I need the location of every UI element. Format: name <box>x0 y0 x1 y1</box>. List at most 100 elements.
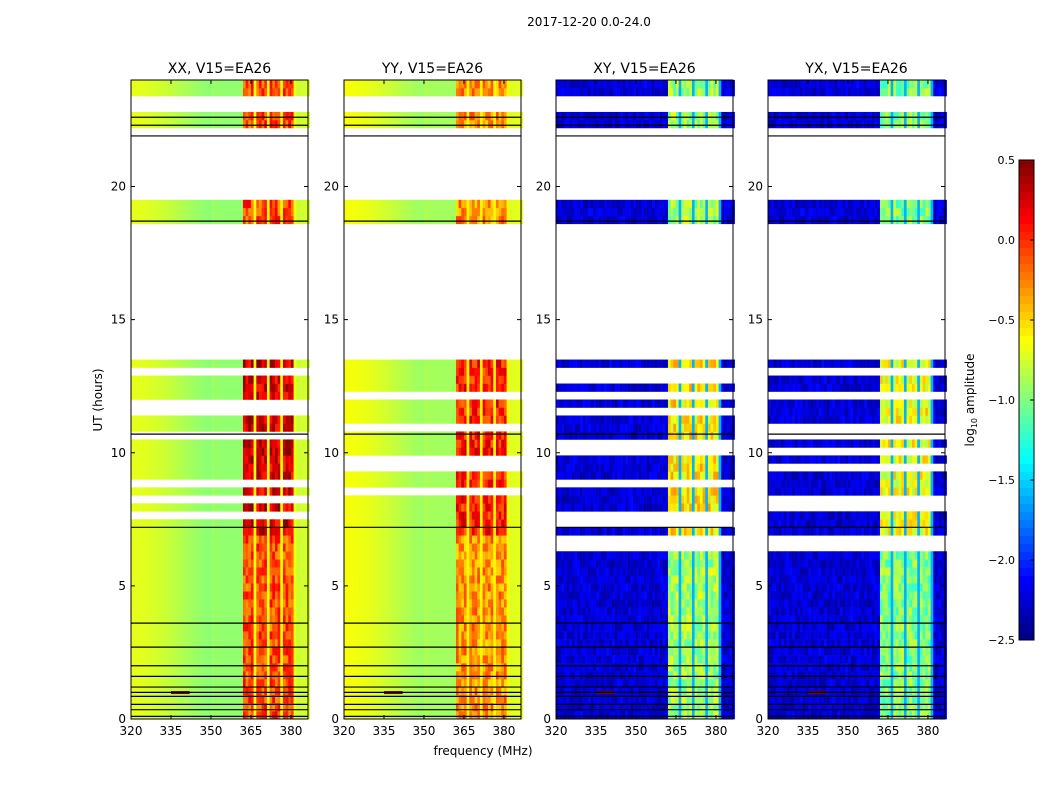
heatmap-cell <box>270 559 273 567</box>
heatmap-cell <box>485 495 488 503</box>
heatmap-cell <box>275 583 278 591</box>
heatmap-cell <box>182 455 185 463</box>
heatmap-cell <box>485 679 488 687</box>
heatmap-cell <box>152 559 155 567</box>
heatmap-cell <box>136 655 139 663</box>
heatmap-cell <box>419 615 422 623</box>
heatmap-cell <box>488 599 491 607</box>
heatmap-cell <box>240 655 243 663</box>
heatmap-cell <box>272 591 275 599</box>
heatmap-cell <box>243 487 246 495</box>
heatmap-cell <box>168 120 171 128</box>
heatmap-cell <box>182 439 185 447</box>
heatmap-cell <box>246 591 249 599</box>
heatmap-cell <box>147 447 150 455</box>
heatmap-cell <box>405 511 408 519</box>
heatmap-cell <box>174 711 177 719</box>
heatmap-cell <box>182 360 185 368</box>
heatmap-cell <box>176 607 179 615</box>
heatmap-cell <box>254 200 257 208</box>
heatmap-cell <box>235 471 238 479</box>
heatmap-cell <box>206 112 209 120</box>
heatmap-cell <box>437 519 440 527</box>
heatmap-cell <box>376 559 379 567</box>
heatmap-cell <box>475 503 478 511</box>
heatmap-cell <box>254 455 257 463</box>
heatmap-cell <box>262 455 265 463</box>
heatmap-cell <box>232 487 235 495</box>
heatmap-cell <box>211 208 214 216</box>
heatmap-cell <box>347 495 350 503</box>
heatmap-cell <box>294 527 297 535</box>
heatmap-cell <box>280 216 283 224</box>
heatmap-cell <box>211 647 214 655</box>
heatmap-cell <box>144 455 147 463</box>
heatmap-cell <box>264 679 267 687</box>
heatmap-cell <box>190 543 193 551</box>
heatmap-cell <box>219 607 222 615</box>
heatmap-cell <box>155 687 158 695</box>
heatmap-cell <box>198 112 201 120</box>
heatmap-cell <box>166 447 169 455</box>
heatmap-cell <box>507 591 510 599</box>
heatmap-cell <box>400 631 403 639</box>
heatmap-cell <box>152 543 155 551</box>
heatmap-cell <box>363 679 366 687</box>
heatmap-cell <box>230 384 233 392</box>
heatmap-cell <box>176 376 179 384</box>
heatmap-cell <box>259 679 262 687</box>
heatmap-cell <box>445 559 448 567</box>
heatmap-cell <box>176 711 179 719</box>
heatmap-cell <box>238 559 241 567</box>
heatmap-cell <box>211 447 214 455</box>
heatmap-cell <box>214 415 217 423</box>
heatmap-cell <box>219 384 222 392</box>
heatmap-cell <box>163 655 166 663</box>
heatmap-cell <box>240 384 243 392</box>
heatmap-cell <box>373 575 376 583</box>
heatmap-cell <box>166 711 169 719</box>
heatmap-cell <box>459 647 462 655</box>
heatmap-cell <box>232 559 235 567</box>
heatmap-cell <box>488 663 491 671</box>
heatmap-cell <box>408 567 411 575</box>
heatmap-cell <box>206 639 209 647</box>
heatmap-cell <box>432 671 435 679</box>
heatmap-cell <box>224 216 227 224</box>
heatmap-cell <box>144 655 147 663</box>
heatmap-cell <box>381 511 384 519</box>
heatmap-cell <box>142 599 145 607</box>
heatmap-cell <box>397 623 400 631</box>
heatmap-cell <box>424 647 427 655</box>
heatmap-cell <box>496 655 499 663</box>
heatmap-cell <box>278 208 281 216</box>
heatmap-cell <box>142 551 145 559</box>
heatmap-cell <box>139 623 142 631</box>
heatmap-cell <box>294 639 297 647</box>
heatmap-cell <box>147 639 150 647</box>
heatmap-cell <box>435 687 438 695</box>
heatmap-cell <box>147 647 150 655</box>
heatmap-cell <box>286 535 289 543</box>
heatmap-cell <box>440 655 443 663</box>
heatmap-cell <box>288 376 291 384</box>
heatmap-cell <box>195 423 198 431</box>
heatmap-cell <box>238 647 241 655</box>
heatmap-cell <box>405 639 408 647</box>
heatmap-cell <box>190 503 193 511</box>
heatmap-cell <box>251 575 254 583</box>
heatmap-cell <box>272 360 275 368</box>
heatmap-cell <box>371 647 374 655</box>
heatmap-cell <box>302 200 305 208</box>
heatmap-cell <box>259 455 262 463</box>
heatmap-cell <box>243 679 246 687</box>
heatmap-cell <box>256 439 259 447</box>
heatmap-cell <box>499 527 502 535</box>
heatmap-cell <box>134 376 137 384</box>
heatmap-cell <box>206 392 209 400</box>
heatmap-cell <box>365 495 368 503</box>
heatmap-cell <box>472 559 475 567</box>
heatmap-cell <box>198 216 201 224</box>
heatmap-cell <box>459 631 462 639</box>
heatmap-cell <box>405 655 408 663</box>
